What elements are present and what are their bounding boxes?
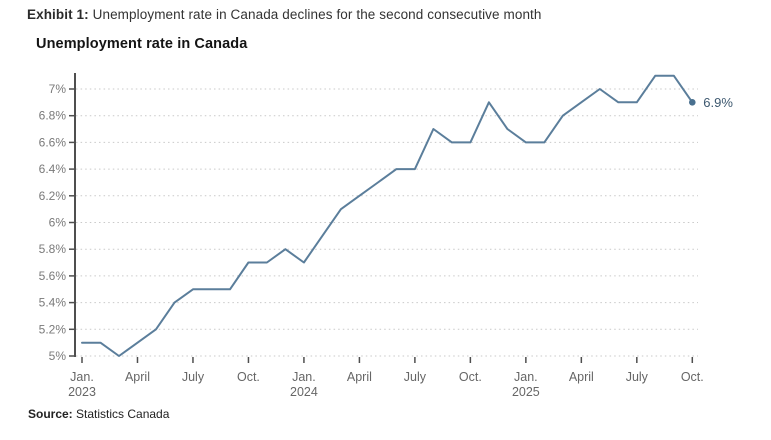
last-point-marker — [689, 99, 696, 106]
y-axis-label: 6.2% — [39, 189, 67, 203]
x-axis-label: Oct. — [237, 370, 260, 384]
y-axis-label: 6.6% — [39, 135, 67, 149]
y-axis-label: 6.4% — [39, 162, 67, 176]
x-axis-label: April — [125, 370, 150, 384]
source-line: Source: Statistics Canada — [28, 407, 169, 421]
exhibit-number-label: Exhibit 1: — [27, 7, 89, 22]
x-axis-year-label: 2024 — [290, 385, 318, 399]
x-axis-label: Jan. — [292, 370, 316, 384]
x-axis-label: April — [569, 370, 594, 384]
y-axis-label: 5.6% — [39, 269, 67, 283]
y-axis-label: 5.8% — [39, 242, 67, 256]
x-axis-label: Jan. — [70, 370, 94, 384]
y-axis-label: 5.2% — [39, 322, 67, 336]
y-axis-label: 6.8% — [39, 109, 67, 123]
x-axis-year-label: 2023 — [68, 385, 96, 399]
source-text: Statistics Canada — [72, 407, 170, 421]
x-axis-year-label: 2025 — [512, 385, 540, 399]
x-axis-label: Oct. — [681, 370, 704, 384]
x-axis-label: April — [347, 370, 372, 384]
x-axis-label: July — [404, 370, 427, 384]
chart-title: Unemployment rate in Canada — [36, 36, 248, 52]
end-value-label: 6.9% — [703, 95, 733, 110]
y-axis-label: 5.4% — [39, 296, 67, 310]
exhibit-title-text: Unemployment rate in Canada declines for… — [88, 7, 542, 22]
exhibit-heading: Exhibit 1: Unemployment rate in Canada d… — [27, 7, 542, 22]
x-axis-label: July — [182, 370, 205, 384]
x-axis-label: Oct. — [459, 370, 482, 384]
y-axis-label: 7% — [49, 82, 67, 96]
x-axis-label: July — [626, 370, 649, 384]
source-label: Source: — [28, 407, 73, 421]
x-axis-label: Jan. — [514, 370, 538, 384]
y-axis-label: 6% — [49, 216, 67, 230]
unemployment-rate-line — [81, 74, 694, 357]
y-axis-label: 5% — [49, 349, 67, 363]
